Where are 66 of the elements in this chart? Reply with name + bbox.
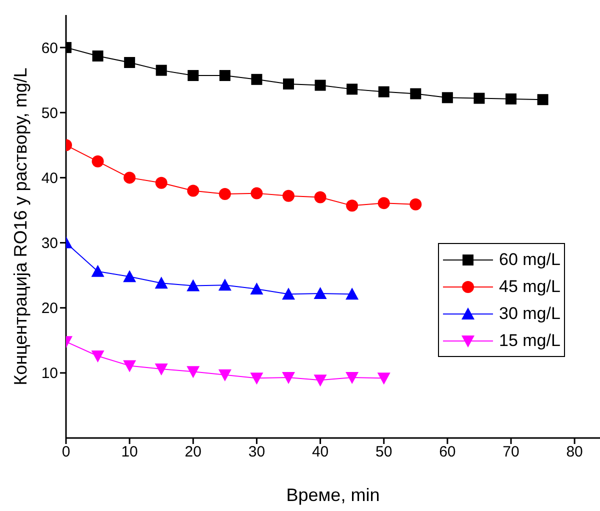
point: [283, 78, 294, 90]
point: [346, 200, 358, 212]
point: [378, 197, 390, 210]
x-tick-label: 10: [121, 444, 138, 461]
y-tick-label: 20: [41, 300, 58, 318]
point: [92, 155, 104, 168]
point: [410, 198, 422, 210]
x-tick-label: 50: [376, 444, 392, 461]
point: [282, 288, 295, 300]
x-tick-label: 40: [312, 444, 329, 461]
point: [154, 364, 168, 376]
point: [188, 70, 199, 82]
x-tick-label: 60: [439, 444, 456, 461]
legend-label: 15 mg/L: [499, 330, 560, 350]
x-tick-label: 80: [566, 444, 583, 461]
x-tick-label: 20: [184, 444, 202, 461]
point: [442, 92, 453, 104]
point: [123, 270, 136, 282]
point: [250, 282, 264, 294]
point: [218, 369, 232, 382]
point: [346, 372, 359, 384]
point: [124, 57, 136, 68]
point: [282, 190, 294, 202]
x-axis-title: Време, min: [286, 484, 380, 505]
point: [506, 93, 516, 104]
x-tick-label: 70: [502, 444, 520, 461]
point: [282, 372, 295, 384]
point: [346, 288, 359, 300]
point: [474, 92, 485, 104]
point: [377, 372, 390, 385]
point: [251, 74, 262, 85]
point: [124, 172, 136, 184]
legend-label: 60 mg/L: [499, 250, 560, 270]
x-tick-label: 0: [62, 444, 70, 461]
point: [186, 279, 200, 292]
x-tick-label: 30: [248, 444, 266, 461]
point: [219, 70, 230, 82]
point: [250, 372, 264, 385]
point: [155, 176, 168, 189]
point: [218, 278, 232, 291]
point: [91, 350, 104, 363]
point: [314, 80, 326, 91]
point: [218, 188, 231, 200]
y-tick-label: 60: [41, 40, 58, 57]
point: [91, 264, 104, 277]
y-tick-label: 10: [41, 365, 58, 382]
point: [346, 84, 358, 95]
point: [537, 94, 548, 106]
point: [378, 86, 390, 98]
legend-label: 30 mg/L: [499, 304, 560, 324]
point: [410, 88, 422, 100]
point: [123, 360, 136, 372]
point: [314, 374, 327, 387]
point: [314, 191, 326, 204]
y-axis-title: Концентрација RO16 у раствору, mg/L: [10, 68, 30, 386]
point: [154, 276, 168, 289]
point: [250, 187, 263, 200]
point: [187, 184, 200, 197]
y-tick-label: 40: [41, 170, 58, 188]
y-tick-label: 50: [41, 104, 58, 122]
point: [186, 366, 200, 378]
point: [314, 287, 327, 300]
point: [92, 50, 104, 62]
point: [156, 64, 167, 76]
y-tick-label: 30: [41, 235, 58, 252]
legend-label: 45 mg/L: [499, 276, 560, 296]
